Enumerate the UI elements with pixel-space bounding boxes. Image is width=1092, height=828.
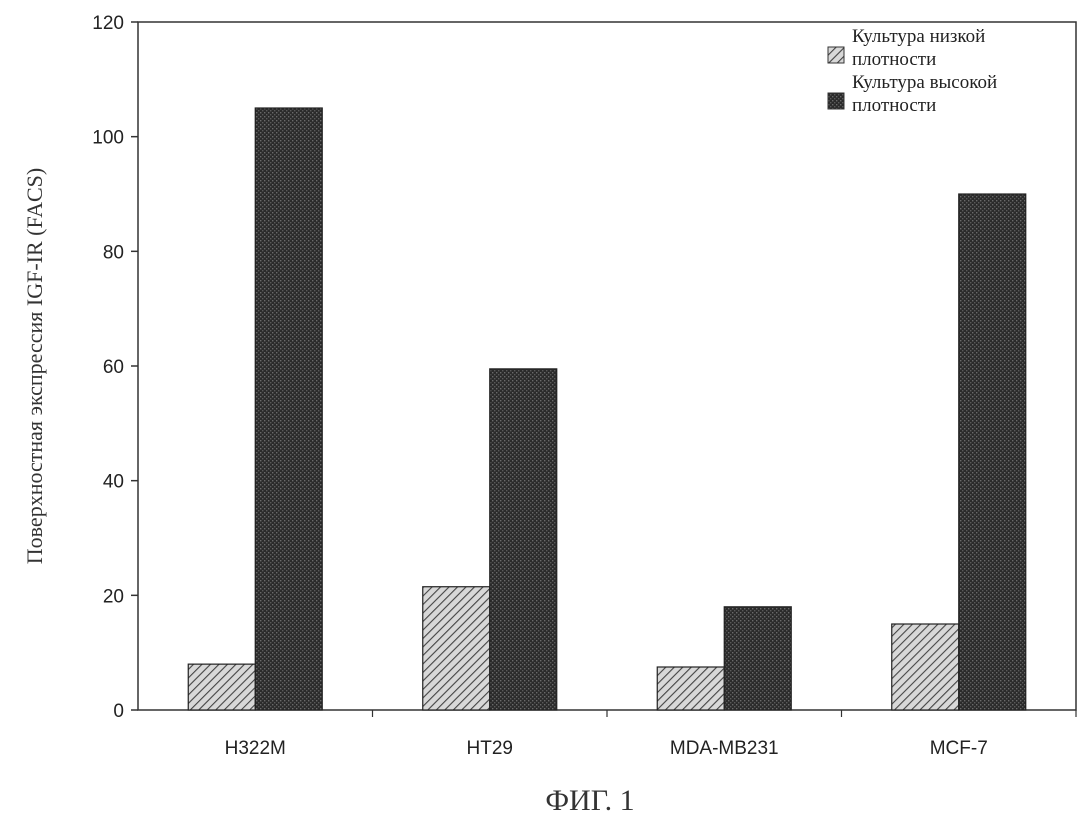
x-tick-label: H322M bbox=[225, 738, 286, 759]
y-tick-label: 0 bbox=[113, 701, 124, 722]
bar-low-density-ht29 bbox=[423, 587, 490, 710]
y-tick-label: 100 bbox=[92, 128, 124, 149]
y-tick-label: 120 bbox=[92, 13, 124, 34]
x-tick-label: MDA-MB231 bbox=[670, 738, 779, 759]
bar-high-density-mda-mb231 bbox=[724, 607, 791, 710]
legend-swatch-low-density bbox=[828, 47, 844, 63]
legend-label: Культура высокой bbox=[852, 72, 997, 93]
bar-high-density-mcf-7 bbox=[959, 194, 1026, 710]
bar-low-density-mda-mb231 bbox=[657, 667, 724, 710]
y-tick-label: 20 bbox=[103, 586, 124, 607]
bar-low-density-mcf-7 bbox=[892, 624, 959, 710]
legend: Культура низкойплотностиКультура высокой… bbox=[828, 26, 997, 116]
x-axis: H322M HT29 MDA-MB231 MCF-7 bbox=[225, 710, 1076, 759]
bar-high-density-h322m bbox=[255, 108, 322, 710]
bar-low-density-h322m bbox=[188, 664, 255, 710]
y-axis-label: Поверхностная экспрессия IGF-IR (FACS) bbox=[22, 168, 47, 564]
y-tick-label: 60 bbox=[103, 357, 124, 378]
bars-group bbox=[188, 108, 1026, 710]
x-tick-label: MCF-7 bbox=[930, 738, 988, 759]
legend-label: Культура низкой bbox=[852, 26, 985, 47]
legend-label: плотности bbox=[852, 95, 936, 116]
x-tick-label: HT29 bbox=[467, 738, 513, 759]
y-axis: 0 20 40 60 80 100 120 bbox=[92, 13, 138, 722]
legend-label: плотности bbox=[852, 49, 936, 70]
figure-caption: ФИГ. 1 bbox=[545, 784, 634, 817]
y-tick-label: 40 bbox=[103, 472, 124, 493]
bar-high-density-ht29 bbox=[490, 369, 557, 710]
y-tick-label: 80 bbox=[103, 242, 124, 263]
legend-swatch-high-density bbox=[828, 93, 844, 109]
